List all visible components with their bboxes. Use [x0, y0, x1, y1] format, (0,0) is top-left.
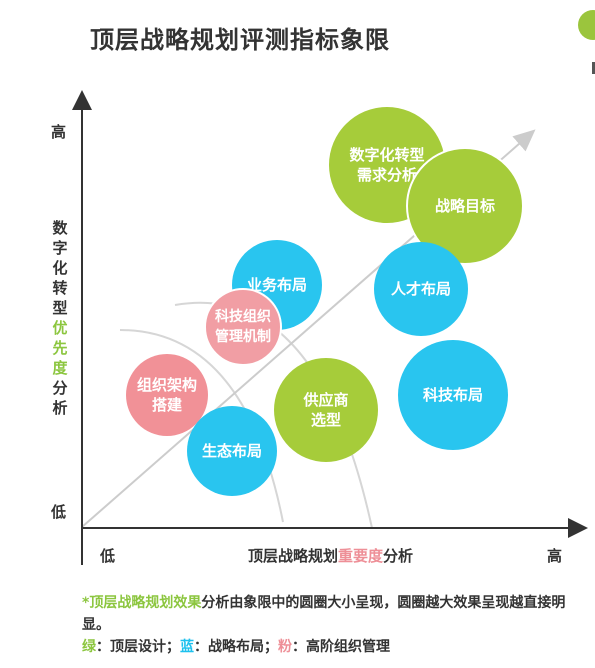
x-axis-low: 低 [100, 547, 116, 565]
circle-tech-org: 科技组织 管理机制 [204, 288, 282, 366]
legend-green-value: 顶层设计 [110, 639, 166, 655]
footnote: *顶层战略规划效果分析由象限中的圆圈大小呈现，圆圈越大效果呈现越直接明显。 绿：… [82, 592, 587, 658]
legend-pink-key: 粉 [278, 639, 292, 655]
footnote-highlight: 顶层战略规划效果 [89, 595, 202, 611]
x-axis-label-highlight: 重要度 [338, 547, 384, 565]
footnote-text: 分析由象限中的圆圈大小呈现，圆圈越大效果呈现越直接明显。 [82, 595, 566, 633]
circle-tech-layout: 科技布局 [398, 340, 508, 450]
legend-green-sep: ： [96, 639, 110, 655]
circle-talent-layout: 人才布局 [374, 242, 468, 336]
footnote-star: * [82, 595, 90, 611]
circle-org-structure: 组织架构 搭建 [126, 354, 208, 436]
legend-green-key: 绿 [82, 639, 96, 655]
legend-pink-value: 高阶组织管理 [306, 639, 390, 655]
y-axis-high: 高 [51, 123, 67, 141]
legend-delimiter-2: ； [264, 639, 278, 655]
legend-blue: 蓝：战略布局 [180, 639, 264, 655]
edge-decoration-dot [578, 10, 595, 40]
y-axis-label-prefix: 数字化转型 [52, 219, 68, 317]
legend-pink-sep: ： [292, 639, 306, 655]
x-axis-label-suffix: 分析 [383, 547, 414, 565]
edge-decoration-tick [592, 62, 595, 74]
legend-blue-sep: ： [194, 639, 208, 655]
x-axis-label: 顶层战略规划重要度分析 [248, 545, 413, 566]
y-axis-label-suffix: 分析 [52, 379, 68, 417]
legend-blue-value: 战略布局 [208, 639, 264, 655]
x-axis-high: 高 [547, 547, 563, 565]
circle-supplier: 供应商 选型 [274, 358, 378, 462]
y-axis-label: 数字化转型优先度分析 [50, 218, 70, 418]
legend-pink: 粉：高阶组织管理 [278, 639, 390, 655]
y-axis-low: 低 [51, 503, 67, 521]
quadrant-arc-inner [119, 329, 284, 523]
legend-blue-key: 蓝 [180, 639, 194, 655]
y-axis-label-highlight: 优先度 [52, 319, 68, 377]
diagram-title: 顶层战略规划评测指标象限 [90, 26, 390, 54]
circle-ecology-layout: 生态布局 [187, 406, 277, 496]
x-axis-label-prefix: 顶层战略规划 [248, 547, 339, 565]
legend-delimiter-1: ； [166, 639, 180, 655]
legend-green: 绿：顶层设计 [82, 639, 166, 655]
